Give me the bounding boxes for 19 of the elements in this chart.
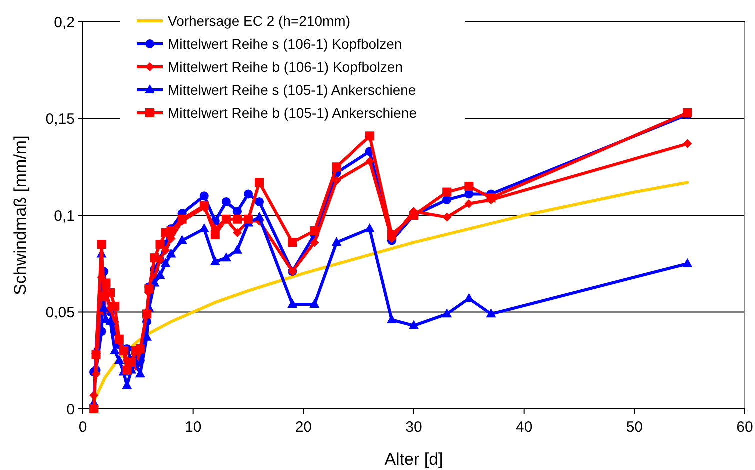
- y-tick-label: 0,05: [46, 304, 75, 322]
- y-axis-title: Schwindmaß [mm/m]: [11, 136, 30, 296]
- x-axis-title: Alter [d]: [384, 450, 444, 469]
- x-tick-label: 20: [295, 419, 312, 436]
- y-tick-label: 0: [66, 401, 75, 418]
- x-tick-label: 50: [626, 419, 644, 436]
- x-tick-label: 0: [78, 419, 88, 436]
- x-tick-label: 10: [184, 419, 202, 436]
- x-tick-label: 40: [516, 419, 533, 436]
- legend-label: Mittelwert Reihe b (106-1) Kopfbolzen: [168, 58, 404, 75]
- x-tick-label: 30: [406, 419, 422, 436]
- x-tick-label: 60: [736, 419, 754, 436]
- y-tick-label: 0,2: [54, 14, 75, 32]
- y-tick-label: 0,15: [46, 111, 75, 128]
- legend-label: Vorhersage EC 2 (h=210mm): [168, 12, 350, 29]
- legend-label: Mittelwert Reihe s (106-1) Kopfbolzen: [168, 36, 402, 52]
- y-tick-label: 0,1: [54, 208, 75, 225]
- legend-label: Mittelwert Reihe b (105-1) Ankerschiene: [168, 104, 418, 121]
- legend-label: Mittelwert Reihe s (105-1) Ankerschiene: [168, 82, 416, 98]
